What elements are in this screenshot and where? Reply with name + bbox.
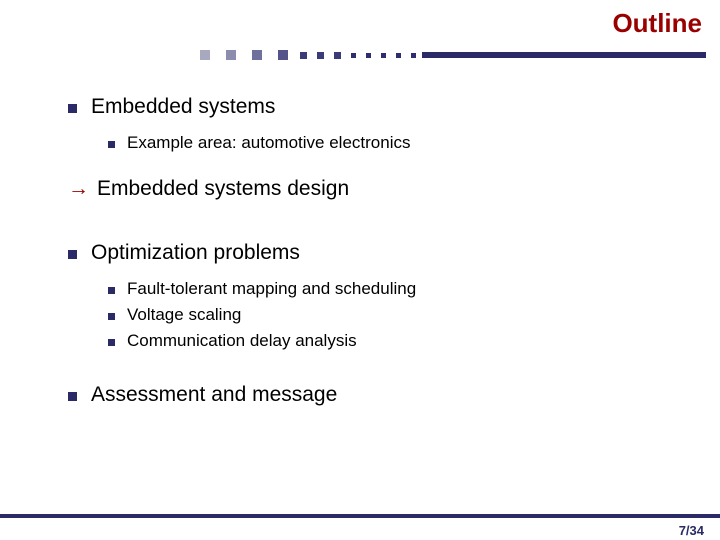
divider-small-dots — [300, 52, 416, 59]
footer-bar — [0, 514, 720, 518]
divider-dot — [351, 53, 356, 58]
outline-level1-item: Assessment and message — [68, 383, 680, 407]
outline-level1-item: → Embedded systems design — [68, 177, 680, 201]
divider-dot — [317, 52, 324, 59]
outline-level2-item: Fault-tolerant mapping and scheduling — [108, 279, 680, 299]
outline-level2-item: Example area: automotive electronics — [108, 133, 680, 153]
bullet-icon — [108, 339, 115, 346]
bullet-icon — [68, 392, 77, 401]
bullet-icon — [108, 313, 115, 320]
spacer — [68, 357, 680, 383]
spacer — [68, 159, 680, 177]
slide-content: Embedded systems Example area: automotive… — [68, 95, 680, 421]
bullet-icon — [108, 141, 115, 148]
outline-level2-item: Communication delay analysis — [108, 331, 680, 351]
outline-level2-item: Voltage scaling — [108, 305, 680, 325]
divider-dot — [366, 53, 371, 58]
divider-dot — [278, 50, 288, 60]
outline-item-text: Fault-tolerant mapping and scheduling — [127, 279, 416, 299]
bullet-icon — [68, 250, 77, 259]
divider-dot — [226, 50, 236, 60]
outline-item-text: Embedded systems — [91, 95, 275, 119]
divider-dot — [411, 53, 416, 58]
spacer — [68, 215, 680, 241]
bullet-icon — [68, 104, 77, 113]
slide-title-area: Outline — [612, 8, 702, 39]
divider-dot — [200, 50, 210, 60]
outline-item-text: Embedded systems design — [97, 177, 349, 201]
divider-dot — [381, 53, 386, 58]
divider-big-dots — [200, 50, 288, 60]
outline-item-text: Example area: automotive electronics — [127, 133, 410, 153]
bullet-icon — [108, 287, 115, 294]
divider-bar — [422, 52, 706, 58]
page-number: 7/34 — [679, 523, 704, 538]
outline-item-text: Communication delay analysis — [127, 331, 357, 351]
outline-level1-item: Embedded systems — [68, 95, 680, 119]
outline-item-text: Optimization problems — [91, 241, 300, 265]
outline-level1-item: Optimization problems — [68, 241, 680, 265]
outline-item-text: Assessment and message — [91, 383, 337, 407]
divider-dot — [300, 52, 307, 59]
slide-title: Outline — [612, 8, 702, 39]
divider-dot — [252, 50, 262, 60]
title-divider — [200, 48, 706, 62]
outline-item-text: Voltage scaling — [127, 305, 241, 325]
divider-dot — [396, 53, 401, 58]
arrow-icon: → — [68, 177, 89, 201]
divider-dot — [334, 52, 341, 59]
